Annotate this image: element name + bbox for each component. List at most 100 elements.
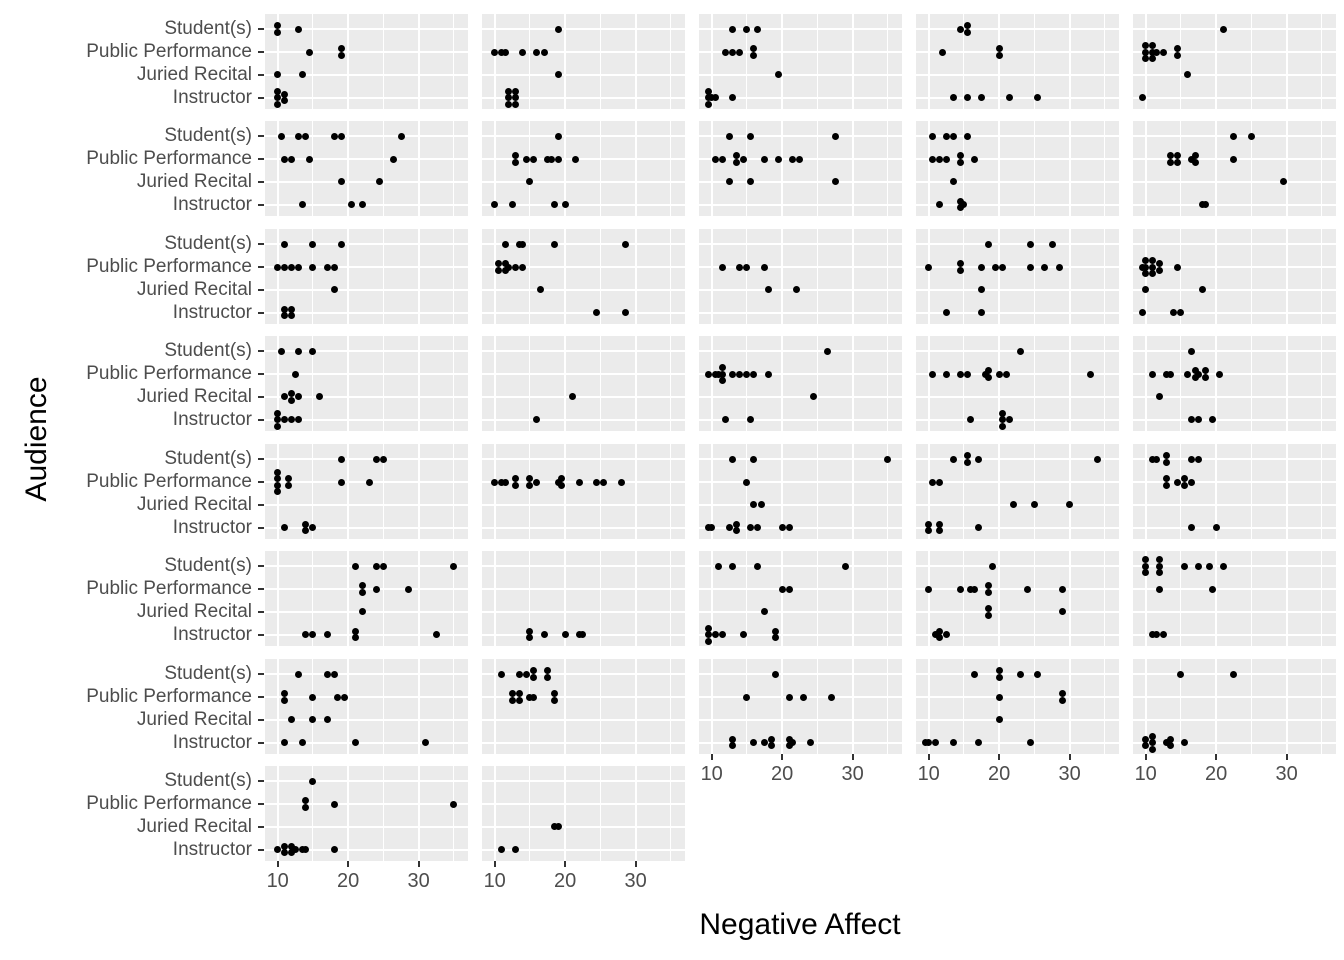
data-point — [1188, 455, 1195, 463]
data-point — [743, 25, 751, 33]
gridline-major-h — [699, 73, 902, 76]
facet-panel-r7c4 — [916, 659, 1119, 754]
gridline-minor-v — [816, 444, 818, 539]
data-point — [575, 631, 583, 639]
data-point — [302, 132, 310, 140]
gridline-major-h — [482, 395, 685, 398]
data-point — [390, 155, 398, 163]
gridline-minor-v — [529, 766, 531, 861]
data-point — [1142, 48, 1150, 56]
gridline-major-v — [564, 444, 567, 539]
data-point — [281, 842, 289, 850]
gridline-major-v — [781, 229, 784, 324]
y-axis-label: Student(s) — [164, 770, 252, 792]
gridline-minor-v — [887, 336, 889, 431]
data-point — [1180, 475, 1188, 483]
data-point — [501, 266, 509, 274]
facet-panel-r6c5 — [1133, 551, 1336, 646]
data-point — [736, 370, 744, 378]
data-point — [281, 263, 289, 271]
data-point — [1180, 739, 1188, 747]
gridline-minor-v — [453, 121, 455, 216]
data-point — [715, 370, 723, 378]
data-point — [341, 693, 349, 701]
data-point — [544, 155, 552, 163]
gridline-major-v — [1215, 229, 1218, 324]
gridline-major-v — [998, 229, 1001, 324]
gridline-minor-v — [963, 229, 965, 324]
x-tick-label: 30 — [1275, 763, 1298, 785]
data-point — [729, 94, 737, 102]
gridline-minor-v — [599, 444, 601, 539]
data-point — [526, 693, 534, 701]
gridline-minor-v — [312, 336, 314, 431]
data-point — [274, 416, 282, 424]
data-point — [281, 524, 289, 532]
data-point — [554, 71, 562, 79]
facet-panel-r6c2 — [482, 551, 685, 646]
gridline-minor-v — [1180, 659, 1182, 754]
data-point — [704, 637, 712, 645]
y-axis-label: Instructor — [172, 301, 252, 323]
data-point — [1087, 370, 1095, 378]
gridline-major-h — [916, 203, 1119, 206]
gridline-minor-v — [670, 551, 672, 646]
gridline-major-v — [417, 14, 420, 109]
data-point — [554, 132, 562, 140]
data-point — [274, 22, 282, 30]
data-point — [288, 842, 296, 850]
data-point — [995, 45, 1003, 53]
data-point — [512, 263, 520, 271]
data-point — [725, 132, 733, 140]
gridline-minor-v — [1104, 229, 1106, 324]
x-tick-label: 20 — [988, 763, 1011, 785]
data-point — [704, 87, 712, 95]
data-point — [768, 735, 776, 743]
data-point — [295, 132, 303, 140]
data-point — [824, 347, 832, 355]
data-point — [274, 100, 282, 108]
data-point — [404, 585, 412, 593]
data-point — [291, 846, 299, 854]
gridline-major-v — [1285, 14, 1288, 109]
data-point — [295, 347, 303, 355]
data-point — [512, 152, 520, 160]
gridline-major-h — [482, 741, 685, 744]
data-point — [831, 178, 839, 186]
gridline-major-h — [265, 373, 468, 375]
data-point — [1055, 263, 1063, 271]
gridline-major-v — [347, 14, 350, 109]
gridline-major-v — [564, 336, 567, 431]
gridline-minor-v — [312, 14, 314, 109]
data-point — [1152, 455, 1160, 463]
gridline-minor-v — [382, 551, 384, 646]
gridline-major-v — [347, 766, 350, 861]
gridline-major-v — [1068, 444, 1071, 539]
gridline-major-h — [482, 135, 685, 138]
data-point — [771, 670, 779, 678]
data-point — [743, 263, 751, 271]
data-point — [985, 367, 993, 375]
gridline-minor-v — [453, 659, 455, 754]
gridline-minor-v — [529, 121, 531, 216]
data-point — [956, 152, 964, 160]
gridline-major-h — [916, 311, 1119, 314]
gridline-major-h — [699, 741, 902, 744]
y-axis-tick — [258, 28, 264, 31]
data-point — [505, 100, 513, 108]
data-point — [761, 263, 769, 271]
data-point — [522, 155, 530, 163]
data-point — [281, 849, 289, 857]
data-point — [761, 155, 769, 163]
gridline-major-h — [482, 243, 685, 246]
x-axis-tick — [998, 754, 1001, 760]
data-point — [277, 132, 285, 140]
data-point — [494, 260, 502, 268]
y-axis-label: Public Performance — [86, 41, 252, 62]
y-axis-tick — [258, 135, 264, 138]
data-point — [1163, 452, 1171, 460]
data-point — [1156, 585, 1164, 593]
gridline-major-h — [1133, 503, 1336, 506]
data-point — [302, 631, 310, 639]
data-point — [1156, 569, 1164, 577]
